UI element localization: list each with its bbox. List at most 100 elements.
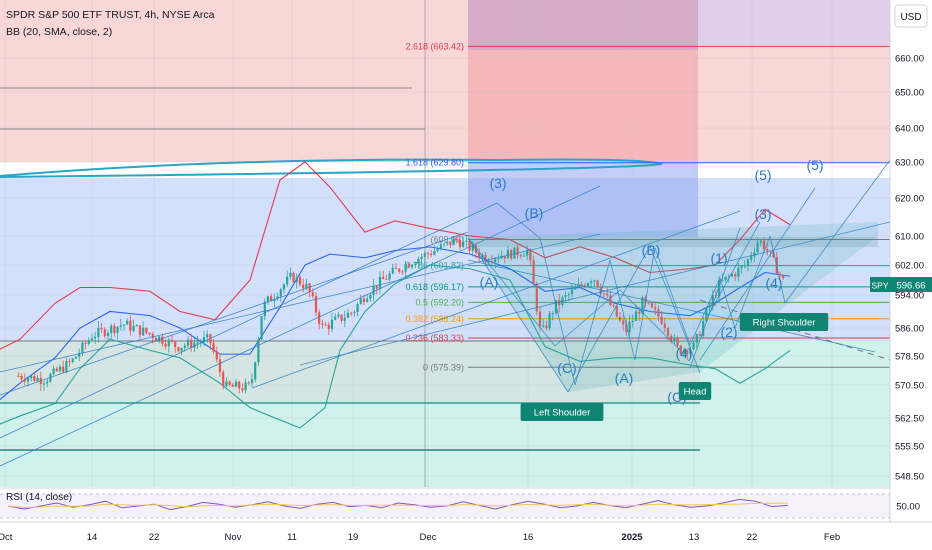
trend-line	[689, 227, 741, 369]
symbol-legend[interactable]: SPDR S&P 500 ETF TRUST, 4h, NYSE Arca	[6, 9, 215, 21]
candle-body	[148, 332, 151, 335]
fib-box-purple	[468, 0, 698, 50]
candle-body	[350, 312, 353, 314]
trend-line	[0, 202, 498, 439]
candle-body	[526, 249, 529, 256]
candle-body	[721, 279, 724, 281]
candle-body	[42, 383, 46, 385]
candle-body	[487, 261, 490, 263]
price-tick-label: 640.00	[895, 124, 924, 135]
candle-body	[238, 381, 241, 389]
candle-body	[244, 382, 247, 391]
candle-body	[666, 328, 670, 336]
candle-body	[407, 264, 410, 268]
time-tick-label: 2025	[621, 532, 643, 543]
candle-body	[580, 284, 583, 286]
candle-body	[62, 366, 65, 372]
candle-body	[369, 294, 372, 299]
candle-body	[778, 273, 782, 275]
time-tick-label: 14	[87, 532, 98, 543]
candle-body	[174, 341, 177, 348]
candle-body	[724, 276, 727, 280]
candle-body	[625, 324, 628, 332]
price-tick-label: 650.00	[895, 88, 924, 99]
candle-body	[260, 316, 263, 340]
trend-line	[784, 159, 891, 304]
candle-body	[218, 359, 222, 373]
candle-body	[254, 362, 257, 380]
pattern-label: Left Shoulder	[534, 408, 591, 419]
rsi-line	[7, 498, 789, 511]
price-axis-bg	[890, 0, 932, 550]
trend-line	[0, 185, 601, 467]
candle-body	[782, 274, 785, 278]
pattern-label-box	[520, 403, 604, 421]
candle-body	[270, 296, 273, 302]
candle-body	[414, 263, 417, 265]
candle-body	[660, 316, 663, 324]
wave-label: (C)	[557, 360, 576, 376]
candle-body	[484, 255, 487, 263]
candle-body	[206, 334, 209, 338]
trend-line	[654, 247, 691, 346]
candle-body	[766, 248, 769, 251]
candle-body	[90, 338, 94, 341]
candle-body	[647, 302, 650, 304]
candle-body	[190, 339, 193, 348]
candle-body	[279, 289, 282, 297]
wave-label: (4)	[675, 345, 692, 361]
candle-body	[516, 247, 519, 256]
bb-basis-line	[0, 246, 791, 401]
pattern-label-box	[739, 313, 829, 331]
candle-body	[538, 311, 542, 326]
candle-body	[135, 325, 138, 327]
last-price-ticker: SPY	[871, 281, 888, 291]
price-tick-label: 602.00	[895, 261, 924, 272]
candle-body	[55, 368, 58, 372]
candle-body	[750, 256, 753, 260]
candle-body	[215, 351, 218, 360]
candle-body	[420, 256, 423, 259]
candle-body	[103, 329, 106, 337]
price-tick-label: 570.50	[895, 381, 924, 392]
candle-body	[65, 361, 68, 372]
fib-label-2_618: 2.618 (663.42)	[405, 41, 464, 51]
price-tick-label: 630.00	[895, 158, 924, 169]
price-tick-label: 586.00	[895, 324, 924, 335]
candle-body	[615, 305, 618, 317]
candle-body	[71, 358, 74, 362]
trend-line	[649, 245, 701, 374]
candle-body	[337, 314, 340, 317]
bollinger-legend[interactable]: BB (20, SMA, close, 2)	[6, 26, 113, 38]
fib-box-lavender	[698, 0, 890, 45]
time-tick-label: 22	[747, 532, 758, 543]
candle-body	[250, 379, 254, 384]
candle-body	[398, 268, 401, 272]
candle-body	[142, 327, 145, 336]
fib-label-0_236: 0.236 (583.33)	[405, 333, 464, 343]
trend-line	[299, 221, 891, 366]
candle-body	[702, 321, 705, 336]
rsi-legend[interactable]: RSI (14, close)	[6, 492, 73, 503]
candle-body	[734, 274, 737, 277]
candle-body	[759, 240, 762, 243]
candle-body	[676, 337, 679, 346]
candle-body	[439, 244, 442, 250]
candle-body	[663, 323, 666, 329]
candle-body	[334, 316, 337, 320]
wave-label: (4)	[765, 275, 782, 291]
grid-lines	[0, 0, 890, 487]
candle-body	[535, 283, 538, 312]
trend-line	[467, 237, 556, 347]
candle-body	[385, 279, 388, 281]
candle-body	[753, 252, 756, 257]
candle-body	[180, 347, 183, 352]
candle-body	[423, 253, 426, 257]
candle-body	[366, 298, 369, 302]
candle-body	[145, 327, 148, 333]
candle-body	[52, 368, 55, 375]
candle-body	[606, 293, 609, 296]
candle-body	[282, 284, 286, 290]
wave-label: (3)	[754, 206, 771, 222]
